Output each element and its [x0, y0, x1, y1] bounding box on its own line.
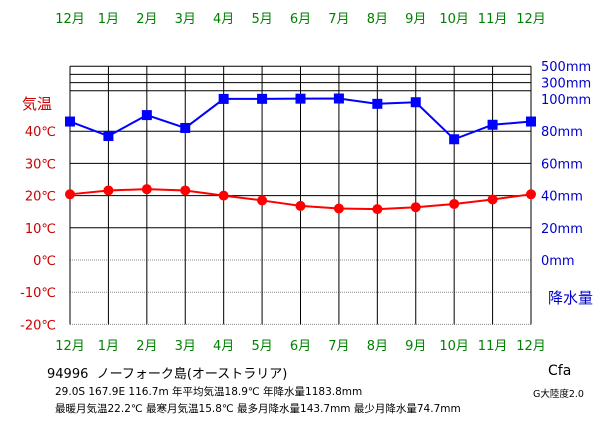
- bottom-month-label: 11月: [478, 339, 508, 354]
- top-month-label: 1月: [98, 12, 119, 27]
- precipitation-tick-label: 40mm: [541, 190, 583, 205]
- top-month-label: 12月: [55, 12, 85, 27]
- bottom-month-label: 1月: [98, 339, 119, 354]
- precipitation-point: [372, 98, 383, 109]
- precipitation-point: [103, 131, 114, 142]
- temperature-tick-label: 0℃: [33, 254, 56, 269]
- precipitation-point: [65, 116, 75, 127]
- temperature-tick-label: 20℃: [25, 190, 56, 205]
- temperature-point: [410, 202, 421, 213]
- temperature-point: [65, 189, 75, 200]
- bottom-month-label: 3月: [175, 339, 196, 354]
- temperature-tick-label: 30℃: [25, 157, 56, 172]
- temperature-point: [449, 198, 460, 209]
- temperature-tick-label: 40℃: [25, 125, 56, 140]
- top-month-label: 6月: [290, 12, 311, 27]
- bottom-month-label: 7月: [328, 339, 349, 354]
- bottom-month-label: 5月: [251, 339, 272, 354]
- precipitation-point: [526, 116, 536, 127]
- grid-lines: [69, 65, 532, 325]
- data-series: [65, 93, 536, 215]
- top-month-label: 5月: [251, 12, 272, 27]
- temperature-point: [333, 203, 344, 214]
- temperature-tick-label: 10℃: [25, 222, 56, 237]
- temperature-point: [218, 190, 229, 201]
- temperature-point: [103, 185, 114, 196]
- top-month-label: 7月: [328, 12, 349, 27]
- top-month-label: 11月: [478, 12, 508, 27]
- station-stats-line1: 29.0S 167.9E 116.7m 年平均気温18.9℃ 年降水量1183.…: [55, 386, 363, 398]
- temperature-point: [141, 184, 152, 195]
- bottom-month-label: 10月: [439, 339, 469, 354]
- bottom-month-label: 12月: [516, 339, 546, 354]
- precipitation-point: [180, 122, 191, 133]
- precipitation-point: [449, 134, 460, 145]
- station-line: 94996 ノーフォーク島(オーストラリア): [47, 363, 287, 382]
- precipitation-tick-label: 100mm: [541, 93, 591, 108]
- precipitation-point: [257, 93, 268, 104]
- bottom-month-labels: 12月 1月 2月 3月 4月 5月 6月 7月 8月 9月 10月 11月 12月: [55, 339, 546, 354]
- station-code: 94996: [47, 367, 89, 382]
- precipitation-tick-label: 60mm: [541, 157, 583, 172]
- temperature-point: [487, 194, 498, 205]
- bottom-month-label: 12月: [55, 339, 85, 354]
- precipitation-point: [410, 97, 421, 108]
- temperature-tick-labels: 40℃ 30℃ 20℃ 10℃ 0℃ -10℃ -20℃: [20, 125, 56, 333]
- temperature-tick-label: -10℃: [20, 286, 56, 301]
- precipitation-tick-label: 500mm: [541, 60, 591, 75]
- bottom-month-label: 9月: [405, 339, 426, 354]
- precipitation-point: [295, 93, 306, 104]
- bottom-month-label: 2月: [136, 339, 157, 354]
- precipitation-tick-label: 300mm: [541, 77, 591, 92]
- temperature-point: [257, 195, 268, 206]
- temperature-tick-label: -20℃: [20, 318, 56, 333]
- bottom-month-label: 6月: [290, 339, 311, 354]
- top-month-label: 3月: [175, 12, 196, 27]
- precipitation-tick-label: 0mm: [541, 254, 575, 269]
- top-month-label: 8月: [367, 12, 388, 27]
- top-month-label: 10月: [439, 12, 469, 27]
- precipitation-tick-label: 20mm: [541, 222, 583, 237]
- precipitation-point: [487, 119, 498, 130]
- top-month-label: 4月: [213, 12, 234, 27]
- temperature-point: [295, 200, 306, 211]
- station-name: ノーフォーク島(オーストラリア): [96, 367, 288, 382]
- top-month-label: 2月: [136, 12, 157, 27]
- temperature-axis-label: 気温: [22, 95, 52, 113]
- temperature-point: [180, 185, 191, 196]
- bottom-month-label: 8月: [367, 339, 388, 354]
- top-month-labels: 12月 1月 2月 3月 4月 5月 6月 7月 8月 9月 10月 11月 12月: [55, 12, 546, 27]
- top-month-label: 12月: [516, 12, 546, 27]
- precipitation-point: [333, 93, 344, 104]
- station-stats-line2: 最暖月気温22.2℃ 最寒月気温15.8℃ 最多月降水量143.7mm 最少月降…: [55, 403, 461, 415]
- temperature-point: [372, 204, 383, 215]
- precipitation-point: [218, 93, 229, 104]
- bottom-month-label: 4月: [213, 339, 234, 354]
- top-month-label: 9月: [405, 12, 426, 27]
- data-source-label: G大陸度2.0: [533, 389, 584, 400]
- precipitation-axis-label: 降水量: [548, 289, 593, 307]
- temperature-point: [526, 189, 536, 200]
- precipitation-point: [141, 110, 152, 121]
- climate-classification: Cfa: [548, 363, 572, 379]
- precipitation-tick-label: 80mm: [541, 125, 583, 140]
